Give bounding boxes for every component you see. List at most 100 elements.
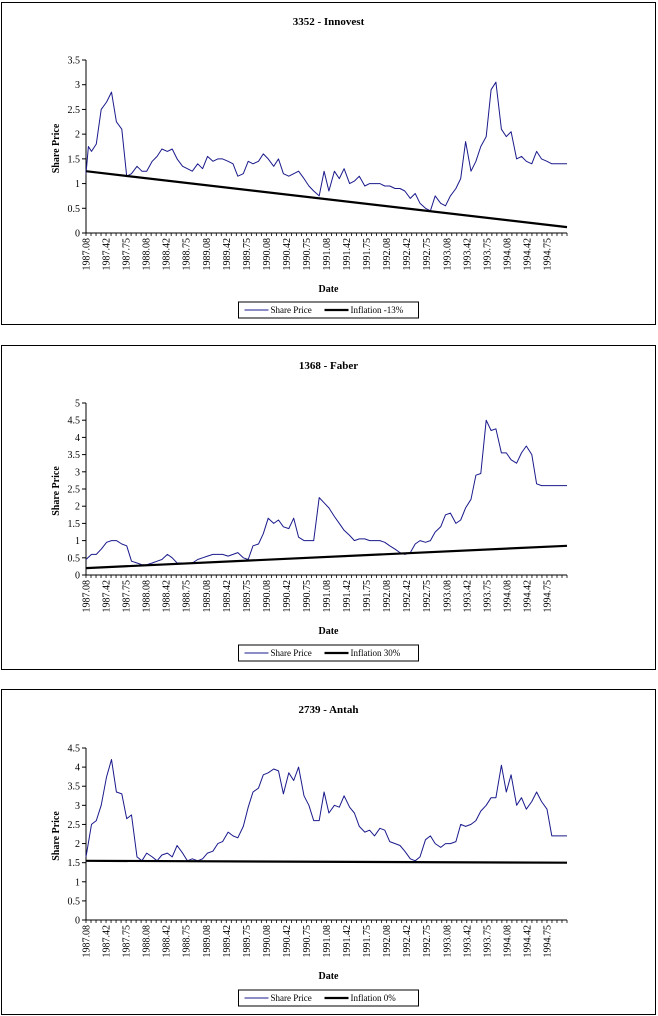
x-tick-label: 1993.42 <box>462 925 473 958</box>
x-tick-label: 1990.08 <box>262 580 273 613</box>
x-tick-label: 1993.75 <box>482 238 493 271</box>
x-tick-label: 1988.42 <box>162 925 173 958</box>
x-tick-label: 1991.42 <box>342 925 353 958</box>
x-tick-label: 1992.08 <box>382 925 393 958</box>
x-tick-label: 1992.42 <box>402 925 413 958</box>
x-tick-label: 1991.75 <box>362 580 373 613</box>
x-tick-label: 1993.42 <box>462 238 473 271</box>
x-tick-label: 1989.08 <box>202 238 213 271</box>
x-tick-label: 1988.75 <box>182 580 193 613</box>
x-tick-label: 1992.08 <box>382 238 393 271</box>
legend: Share Price Inflation 30% <box>238 644 419 662</box>
y-tick-label: 4 <box>75 433 80 444</box>
legend: Share Price Inflation -13% <box>238 301 419 319</box>
y-tick-label: 1.5 <box>68 858 81 869</box>
y-tick-label: 4.5 <box>68 416 81 427</box>
x-tick-label: 1991.42 <box>342 238 353 271</box>
x-tick-label: 1987.08 <box>82 925 93 958</box>
x-tick-label: 1991.08 <box>322 925 333 958</box>
legend-label-inflation-13: Inflation -13% <box>351 305 404 315</box>
x-tick-label: 1987.42 <box>102 238 113 271</box>
x-tick-label: 1990.42 <box>282 925 293 958</box>
x-tick-label: 1988.08 <box>142 925 153 958</box>
x-tick-label: 1990.08 <box>262 925 273 958</box>
legend-label-share-price: Share Price <box>271 305 312 315</box>
x-tick-label: 1993.08 <box>442 580 453 613</box>
x-tick-label: 1994.42 <box>522 925 533 958</box>
x-tick-label: 1989.42 <box>222 238 233 271</box>
x-tick-label: 1992.75 <box>422 238 433 271</box>
y-tick-label: 2 <box>75 839 80 850</box>
x-tick-label: 1989.75 <box>242 238 253 271</box>
chart-title: 2739 - Antah <box>299 704 359 716</box>
x-tick-label: 1988.08 <box>142 238 153 271</box>
x-tick-label: 1993.75 <box>482 580 493 613</box>
x-tick-label: 1992.75 <box>422 925 433 958</box>
x-tick-label: 1989.42 <box>222 580 233 613</box>
x-tick-label: 1992.08 <box>382 580 393 613</box>
y-tick-label: 1.5 <box>68 154 81 165</box>
y-tick-label: 1 <box>75 877 80 888</box>
x-tick-label: 1988.75 <box>182 238 193 271</box>
y-tick-label: 3 <box>75 467 80 478</box>
x-tick-label: 1988.75 <box>182 925 193 958</box>
x-tick-label: 1994.42 <box>522 580 533 613</box>
y-tick-label: 1 <box>75 179 80 190</box>
legend-label-share-price: Share Price <box>271 648 312 658</box>
x-tick-label: 1994.75 <box>542 580 553 613</box>
x-tick-label: 1990.42 <box>282 238 293 271</box>
y-tick-label: 0 <box>75 229 80 240</box>
x-tick-label: 1989.75 <box>242 580 253 613</box>
x-tick-label: 1987.42 <box>102 925 113 958</box>
y-tick-label: 2.5 <box>68 820 81 831</box>
x-tick-label: 1990.75 <box>302 238 313 271</box>
x-axis-label: Date <box>319 284 340 295</box>
x-tick-label: 1988.42 <box>162 238 173 271</box>
x-tick-label: 1987.08 <box>82 238 93 271</box>
x-axis-label: Date <box>319 971 340 982</box>
x-tick-label: 1992.42 <box>402 238 413 271</box>
y-tick-label: 2.5 <box>68 105 81 116</box>
x-tick-label: 1987.75 <box>122 925 133 958</box>
y-tick-label: 1.5 <box>68 519 81 530</box>
y-tick-label: 2 <box>75 502 80 513</box>
y-axis-label: Share Price <box>51 123 62 173</box>
legend-label-share-price: Share Price <box>271 993 312 1003</box>
y-tick-label: 1 <box>75 536 80 547</box>
y-tick-label: 2.5 <box>68 485 81 496</box>
series-line-inflation-13 <box>85 170 568 229</box>
chart-svg-faber: 1368 - Faber Share Price 0 0.5 1 1.5 2 2.5 3 3.5 4… <box>51 360 568 662</box>
x-tick-label: 1994.08 <box>502 925 513 958</box>
x-tick-label: 1994.75 <box>542 925 553 958</box>
x-tick-label: 1994.42 <box>522 238 533 271</box>
y-tick-label: 3.5 <box>68 450 81 461</box>
series-line-inflation-0 <box>85 859 568 864</box>
x-tick-label: 1989.42 <box>222 925 233 958</box>
y-tick-label: 0 <box>75 571 80 582</box>
chart-panel-antah: 2739 - Antah Share Price 0 0.5 1 1.5 2 2.5 3 3.5 4… <box>1 689 656 1015</box>
y-tick-label: 3 <box>75 801 80 812</box>
x-tick-label: 1987.75 <box>122 580 133 613</box>
x-tick-label: 1987.75 <box>122 238 133 271</box>
x-tick-label: 1992.42 <box>402 580 413 613</box>
chart-svg-antah: 2739 - Antah Share Price 0 0.5 1 1.5 2 2.5 3 3.5 4… <box>51 704 568 1007</box>
x-tick-label: 1990.75 <box>302 580 313 613</box>
x-tick-label: 1993.08 <box>442 238 453 271</box>
series-line-share-price <box>85 81 567 212</box>
x-tick-label: 1991.75 <box>362 925 373 958</box>
x-tick-label: 1990.42 <box>282 580 293 613</box>
y-axis-label: Share Price <box>51 811 62 861</box>
x-tick-label: 1988.08 <box>142 580 153 613</box>
series-line-share-price <box>85 759 567 862</box>
x-tick-label: 1991.08 <box>322 238 333 271</box>
y-tick-label: 4.5 <box>68 744 81 755</box>
y-tick-label: 5 <box>75 399 80 410</box>
x-tick-label: 1991.75 <box>362 238 373 271</box>
y-tick-label: 3 <box>75 80 80 91</box>
chart-svg-innovest: 3352 - Innovest Share Price 0 0.5 1 1.5 2 2.5 3 3… <box>51 16 568 319</box>
x-tick-label: 1989.08 <box>202 580 213 613</box>
series-line-inflation-30 <box>85 544 568 570</box>
y-axis-label: Share Price <box>51 466 62 516</box>
x-tick-label: 1987.42 <box>102 580 113 613</box>
series-line-share-price <box>85 419 567 566</box>
